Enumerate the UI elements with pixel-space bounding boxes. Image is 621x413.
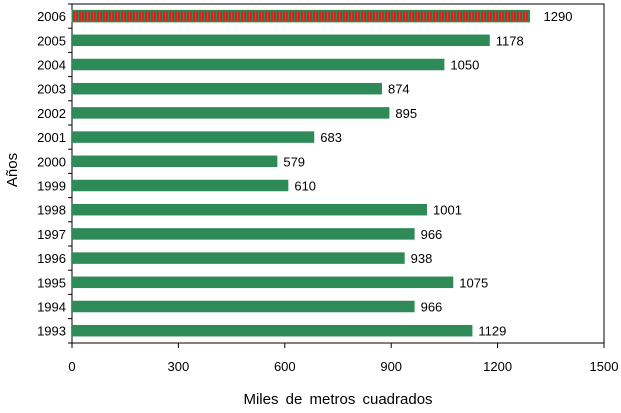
bar-2001 — [72, 131, 315, 143]
bar-2005 — [72, 34, 490, 47]
bar-1993 — [72, 324, 473, 337]
x-tick-label-1500: 1500 — [590, 359, 619, 374]
y-axis-title: Años — [4, 153, 21, 187]
x-axis-ticks: 0 300 600 900 1200 1500 — [68, 343, 618, 374]
bar-1997 — [72, 228, 415, 240]
bar-2004 — [72, 58, 445, 71]
category-label-2001: 2001 — [37, 130, 66, 145]
category-label-2000: 2000 — [37, 154, 66, 169]
data-label-2001: 683 — [320, 130, 342, 145]
category-label-1995: 1995 — [37, 275, 66, 290]
x-tick-label-1200: 1200 — [483, 359, 512, 374]
category-label-1998: 1998 — [37, 203, 66, 218]
x-axis-title: Miles de metros cuadrados — [243, 391, 432, 408]
category-label-1999: 1999 — [37, 179, 66, 194]
bar-2002 — [72, 107, 390, 119]
data-labels: 1290 1178 1050 874 895 683 579 610 1001 966 938 107… — [283, 9, 572, 339]
data-label-1999: 610 — [294, 179, 316, 194]
data-label-1996: 938 — [411, 251, 433, 266]
data-label-2002: 895 — [395, 106, 417, 121]
bar-1995 — [72, 276, 454, 289]
data-label-1998: 1001 — [433, 203, 462, 218]
data-label-1995: 1075 — [459, 275, 488, 290]
plot-area-frame — [71, 3, 605, 344]
data-label-2000: 579 — [283, 154, 305, 169]
category-label-2003: 2003 — [37, 82, 66, 97]
bar-series — [71, 9, 531, 337]
data-label-2006: 1290 — [544, 9, 573, 24]
bar-2006 — [71, 9, 531, 23]
x-tick-label-900: 900 — [380, 359, 402, 374]
category-label-1994: 1994 — [37, 300, 66, 315]
bar-2003 — [72, 82, 382, 95]
bar-1996 — [72, 252, 405, 264]
bar-1994 — [72, 300, 415, 313]
bar-2000 — [72, 155, 278, 168]
bar-1998 — [72, 203, 428, 216]
category-label-1993: 1993 — [37, 324, 66, 339]
x-tick-label-600: 600 — [274, 359, 296, 374]
category-label-1997: 1997 — [37, 227, 66, 242]
data-label-2005: 1178 — [496, 33, 524, 48]
data-label-1994: 966 — [421, 300, 443, 315]
data-label-2004: 1050 — [450, 58, 479, 73]
y-axis-tick-labels: 2006 2005 2004 2003 2002 2001 2000 1999 1998 1997… — [37, 3, 72, 344]
category-label-2002: 2002 — [37, 106, 66, 121]
category-label-1996: 1996 — [37, 251, 66, 266]
x-tick-label-0: 0 — [68, 359, 75, 374]
category-label-2005: 2005 — [37, 33, 66, 48]
data-label-2003: 874 — [388, 82, 410, 97]
data-label-1997: 966 — [421, 227, 443, 242]
bar-1999 — [72, 179, 289, 192]
category-label-2006: 2006 — [37, 9, 66, 24]
category-label-2004: 2004 — [37, 58, 66, 73]
x-tick-label-300: 300 — [168, 359, 190, 374]
data-label-1993: 1129 — [478, 324, 506, 339]
